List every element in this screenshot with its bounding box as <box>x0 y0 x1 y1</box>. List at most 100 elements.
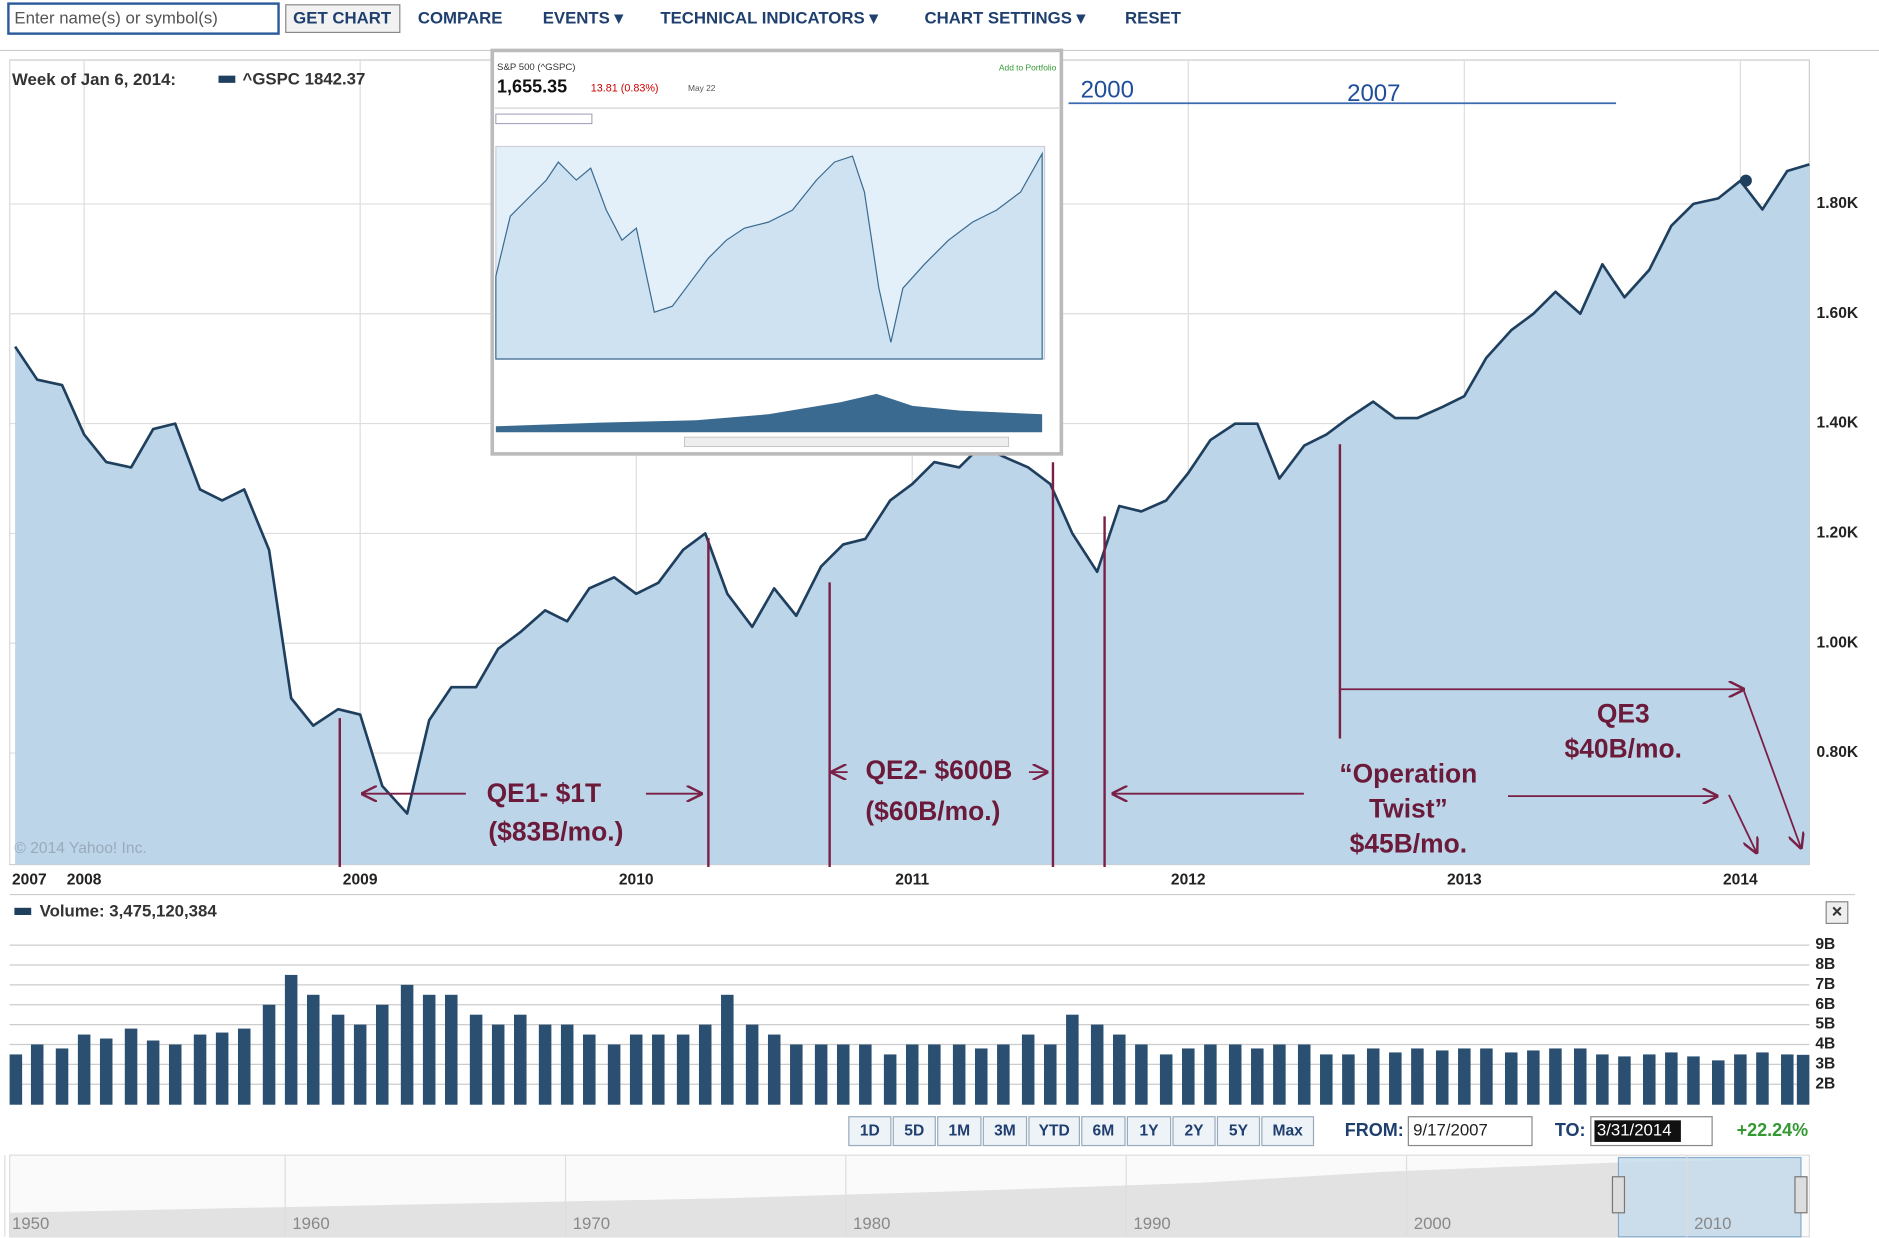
y-tick-label: 1.00K <box>1817 634 1859 651</box>
inset-volume <box>495 393 1043 433</box>
from-value[interactable]: 9/17/2007 <box>1413 1121 1488 1140</box>
range-button[interactable] <box>1126 1116 1172 1147</box>
volume-bar <box>331 1014 345 1105</box>
volume-bar <box>469 1014 483 1105</box>
volume-bar <box>1527 1050 1540 1105</box>
volume-bar <box>1712 1060 1725 1105</box>
navigator-window[interactable] <box>1617 1156 1802 1238</box>
volume-bar <box>583 1034 596 1105</box>
nav-label: 1970 <box>573 1214 610 1233</box>
to-value[interactable]: 3/31/2014 <box>1597 1121 1672 1140</box>
search-input[interactable] <box>7 2 280 35</box>
annotation: Twist” <box>1369 793 1448 823</box>
from-input[interactable] <box>1407 1116 1533 1147</box>
navigator-handle[interactable] <box>1794 1176 1808 1214</box>
close-icon[interactable]: × <box>1832 901 1843 921</box>
annotation: QE2- $600B <box>866 755 1013 785</box>
volume-bar <box>375 1004 389 1105</box>
button[interactable]: EVENTS ▾ <box>543 9 625 28</box>
y-tick-label: 2B <box>1815 1075 1835 1092</box>
volume-bar <box>1204 1044 1217 1105</box>
volume-bar <box>1411 1048 1424 1105</box>
x-tick-label: 2014 <box>1723 871 1758 888</box>
volume-bar <box>262 1004 276 1105</box>
range-label[interactable]: YTD <box>1039 1122 1070 1139</box>
volume-bar <box>1342 1054 1355 1105</box>
volume-bar <box>652 1034 665 1105</box>
volume-bar <box>676 1034 690 1105</box>
volume-bar <box>1504 1052 1518 1105</box>
annotation: QE1- $1T <box>487 778 601 808</box>
volume-bar <box>1320 1054 1333 1105</box>
volume-bar <box>491 1024 505 1105</box>
range-button[interactable] <box>848 1116 892 1147</box>
volume-bar <box>1297 1044 1311 1105</box>
volume-bar <box>237 1028 251 1105</box>
range-button[interactable] <box>982 1116 1028 1147</box>
volume-bar <box>77 1034 91 1105</box>
range-label[interactable]: 1D <box>860 1122 880 1139</box>
inset-change: 13.81 (0.83%) <box>591 83 659 95</box>
range-button[interactable] <box>1172 1116 1216 1147</box>
range-label[interactable]: 6M <box>1093 1122 1115 1139</box>
range-label[interactable]: 1Y <box>1139 1122 1159 1139</box>
button[interactable]: COMPARE <box>418 9 503 28</box>
range-label[interactable]: 5Y <box>1229 1122 1249 1139</box>
range-button[interactable] <box>892 1116 936 1147</box>
range-button[interactable] <box>1261 1116 1315 1147</box>
volume-bar <box>1251 1048 1264 1105</box>
price-line <box>14 163 1810 815</box>
y-tick-label: 0.80K <box>1817 744 1859 761</box>
x-tick-label: 2010 <box>619 871 654 888</box>
range-label[interactable]: 2Y <box>1184 1122 1204 1139</box>
close-button[interactable] <box>1825 901 1849 924</box>
volume-bar <box>1734 1054 1747 1105</box>
volume-bar <box>99 1038 113 1105</box>
volume-bar <box>883 1054 897 1105</box>
range-label[interactable]: 1M <box>948 1122 970 1139</box>
button[interactable]: GET CHART <box>293 9 392 28</box>
navigator-area <box>9 1158 1801 1237</box>
button-frame[interactable] <box>285 4 401 34</box>
x-tick-label: 2008 <box>67 871 102 888</box>
range-label[interactable]: 3M <box>994 1122 1016 1139</box>
range-button[interactable] <box>1081 1116 1126 1147</box>
volume-bar <box>1366 1048 1380 1105</box>
legend-swatch <box>218 75 236 83</box>
inset-line <box>495 151 1043 360</box>
range-label[interactable]: 5D <box>904 1122 924 1139</box>
annotations: QE1- $1T ($83B/mo.) QE2- $600B ($60B/mo.… <box>338 444 1801 867</box>
volume-bar <box>193 1034 207 1105</box>
inset-year: 2000 <box>1081 77 1134 104</box>
navigator-handle[interactable] <box>1611 1176 1626 1214</box>
legend-text: ^GSPC 1842.37 <box>243 70 366 89</box>
range-button[interactable] <box>1216 1116 1261 1147</box>
volume-bar <box>905 1044 919 1105</box>
volume-header: Volume: 3,475,120,384 <box>40 902 218 921</box>
annotation: “Operation <box>1339 759 1477 789</box>
range-button[interactable] <box>1028 1116 1080 1147</box>
volume-bar <box>767 1034 781 1105</box>
y-tick-label: 8B <box>1815 956 1835 973</box>
button[interactable]: TECHNICAL INDICATORS ▾ <box>660 9 879 28</box>
volume-bar <box>1435 1050 1449 1105</box>
navigator-axis: 1950 1960 1970 1980 1990 2000 2010 <box>4 1155 1731 1237</box>
volume-bar <box>859 1044 872 1105</box>
y-tick-label: 5B <box>1815 1016 1835 1033</box>
button[interactable]: CHART SETTINGS ▾ <box>924 9 1086 28</box>
volume-label: Volume: <box>40 902 105 921</box>
volume-bar <box>790 1044 803 1105</box>
nav-label: 1960 <box>292 1214 329 1233</box>
x-tick-label: 2011 <box>895 871 929 888</box>
volume-bar <box>400 984 414 1105</box>
volume-bar <box>284 974 298 1105</box>
volume-bar <box>215 1032 229 1105</box>
range-button[interactable] <box>937 1116 982 1147</box>
volume-bar <box>997 1044 1010 1105</box>
button[interactable]: RESET <box>1125 9 1182 28</box>
volume-bar <box>1796 1054 1810 1105</box>
selection <box>1594 1120 1681 1142</box>
range-bar: 1D 5D 1M 3M YTD 6M 1Y 2Y 5Y Max <box>848 1116 1315 1147</box>
nav-label: 1990 <box>1133 1214 1170 1233</box>
range-label[interactable]: Max <box>1273 1122 1304 1139</box>
